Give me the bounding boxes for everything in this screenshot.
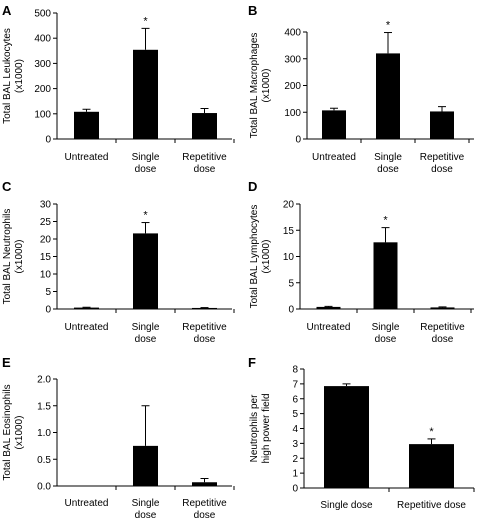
bar — [409, 444, 454, 488]
bar — [74, 111, 99, 139]
y-tick-label: 20 — [283, 200, 295, 211]
significance-marker: * — [383, 215, 388, 227]
x-category-label: Repetitive dose — [182, 152, 227, 175]
y-tick-label: 25 — [40, 217, 52, 228]
bar — [133, 233, 158, 309]
y-tick-label: 0 — [295, 135, 301, 146]
panel-label: C — [2, 179, 12, 194]
y-tick-label: 20 — [40, 235, 52, 246]
y-axis-label: (x1000) — [14, 59, 25, 93]
y-tick-label: 300 — [284, 54, 301, 65]
bar — [192, 113, 217, 139]
y-axis-label: high power field — [261, 393, 272, 463]
bar — [133, 445, 158, 486]
bar — [430, 307, 455, 309]
y-tick-label: 1 — [292, 469, 298, 480]
y-tick-label: 7 — [292, 379, 298, 390]
x-category-label: Repetitive dose — [182, 322, 227, 345]
bar — [192, 482, 217, 486]
y-tick-label: 5 — [288, 278, 294, 289]
y-axis-label: Total BAL Eosinophils — [2, 384, 13, 480]
y-tick-label: 100 — [284, 108, 301, 119]
significance-marker: * — [143, 210, 148, 222]
y-tick-label: 1.5 — [37, 401, 51, 412]
bar — [373, 242, 398, 309]
y-axis-label: Total BAL Macrophages — [249, 33, 260, 139]
bar — [192, 307, 217, 309]
panel-label: D — [248, 179, 257, 194]
y-axis-label: Total BAL Neutrophils — [2, 209, 13, 305]
y-tick-label: 6 — [292, 394, 298, 405]
y-tick-label: 200 — [284, 81, 301, 92]
bar — [133, 49, 158, 139]
y-tick-label: 10 — [40, 270, 52, 281]
bar — [430, 111, 454, 139]
bar — [324, 386, 369, 488]
y-axis-label: Total BAL Lymphocytes — [249, 205, 260, 309]
y-axis-label: Total BAL Leukocytes — [2, 28, 13, 124]
y-axis-label: Neutrophils per — [249, 394, 260, 462]
y-tick-label: 15 — [283, 226, 295, 237]
x-category-label: Single dose — [320, 500, 373, 511]
y-tick-label: 4 — [292, 424, 298, 435]
bar — [322, 110, 346, 139]
y-tick-label: 0.0 — [37, 482, 51, 493]
x-category-label: Untreated — [65, 322, 109, 333]
x-category-label: Untreated — [312, 152, 356, 163]
x-category-label: Repetitive dose — [420, 152, 465, 175]
y-axis-label: (x1000) — [14, 240, 25, 274]
x-category-label: Repetitive dose — [182, 498, 227, 518]
y-axis-label: (x1000) — [261, 69, 272, 103]
x-category-label: Single dose — [372, 322, 400, 345]
x-category-label: Single dose — [132, 152, 160, 175]
bar — [316, 306, 341, 309]
panel-label: E — [2, 355, 11, 370]
x-category-label: Untreated — [65, 498, 109, 509]
panel-label: B — [248, 3, 257, 18]
y-tick-label: 0 — [292, 484, 298, 495]
x-category-label: Untreated — [65, 152, 109, 163]
y-tick-label: 200 — [34, 84, 51, 95]
y-tick-label: 2 — [292, 454, 298, 465]
y-tick-label: 0 — [288, 305, 294, 316]
y-axis-label: (x1000) — [261, 240, 272, 274]
y-tick-label: 400 — [34, 34, 51, 45]
y-tick-label: 500 — [34, 9, 51, 20]
y-tick-label: 0 — [45, 135, 51, 146]
x-category-label: Repetitive dose — [397, 500, 466, 511]
x-category-label: Untreated — [307, 322, 351, 333]
y-axis-label: (x1000) — [14, 416, 25, 450]
y-tick-label: 10 — [283, 252, 295, 263]
significance-marker: * — [386, 20, 391, 32]
y-tick-label: 2.0 — [37, 375, 51, 386]
panel-label: F — [248, 355, 256, 370]
y-tick-label: 8 — [292, 365, 298, 376]
y-tick-label: 5 — [45, 287, 51, 298]
y-tick-label: 15 — [40, 252, 52, 263]
y-tick-label: 5 — [292, 409, 298, 420]
y-tick-label: 400 — [284, 28, 301, 39]
x-category-label: Single dose — [132, 498, 160, 518]
significance-marker: * — [429, 426, 434, 438]
y-tick-label: 30 — [40, 200, 52, 211]
y-tick-label: 300 — [34, 59, 51, 70]
bar — [376, 53, 400, 139]
y-tick-label: 100 — [34, 109, 51, 120]
panel-label: A — [2, 3, 12, 18]
y-tick-label: 0.5 — [37, 455, 51, 466]
significance-marker: * — [143, 15, 148, 27]
bar — [74, 307, 99, 309]
x-category-label: Repetitive dose — [420, 322, 465, 345]
x-category-label: Single dose — [132, 322, 160, 345]
x-category-label: Single dose — [374, 152, 402, 175]
y-tick-label: 3 — [292, 439, 298, 450]
y-tick-label: 1.0 — [37, 428, 51, 439]
y-tick-label: 0 — [45, 305, 51, 316]
